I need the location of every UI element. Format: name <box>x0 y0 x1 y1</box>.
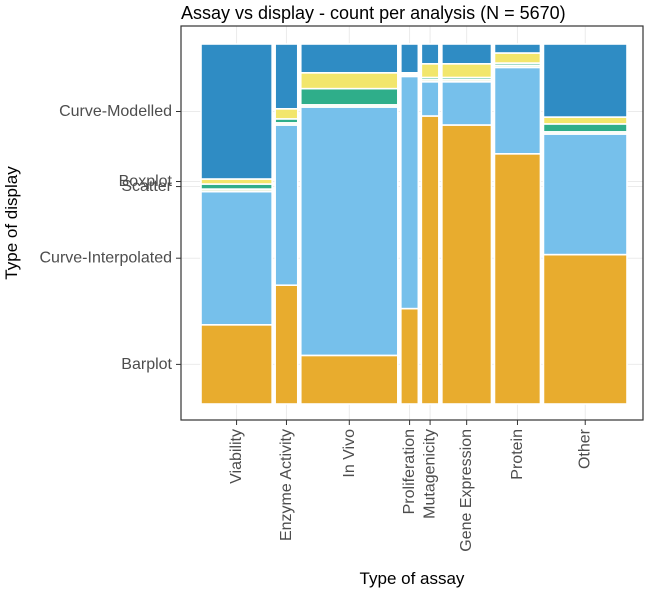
y-tick-label-scatter: Scatter <box>121 178 172 195</box>
tile-gene-expression-barplot <box>441 124 493 405</box>
tile-other-barplot <box>542 253 628 405</box>
tile-mutagenicity-barplot <box>420 115 440 405</box>
tile-enzyme-activity-curve-modelled <box>274 43 299 110</box>
y-tick-label-boxplot: Boxplot <box>119 173 173 190</box>
tile-viability-barplot <box>200 323 273 405</box>
x-axis: Viability Enzyme Activity In Vivo Prolifera… <box>228 420 594 552</box>
tile-gene-expression-curve-modelled <box>441 43 493 65</box>
tile-in-vivo-barplot <box>299 354 399 405</box>
tile-in-vivo-boxplot <box>299 72 399 90</box>
y-tick-label-curve-modelled: Curve-Modelled <box>59 103 172 120</box>
mosaic-tiles <box>200 43 628 405</box>
x-tick-label-gene-expression: Gene Expression <box>458 429 475 552</box>
x-tick-label-mutagenicity: Mutagenicity <box>422 429 439 519</box>
y-tick-label-barplot: Barplot <box>121 356 172 373</box>
tile-mutagenicity-curve-interpolated <box>420 81 440 117</box>
tile-enzyme-activity-barplot <box>274 284 299 405</box>
tile-in-vivo-curve-interpolated <box>299 106 399 357</box>
tile-proliferation-curve-interpolated <box>400 75 420 310</box>
tile-viability-curve-modelled <box>200 43 273 180</box>
x-tick-label-in-vivo: In Vivo <box>341 429 358 478</box>
tile-in-vivo-scatter <box>299 87 399 106</box>
tile-other-curve-modelled <box>542 43 628 118</box>
y-tick-label-curve-interpolated: Curve-Interpolated <box>39 250 172 267</box>
x-tick-label-viability: Viability <box>228 429 245 484</box>
y-axis-title: Type of display <box>2 166 21 280</box>
tile-viability-curve-interpolated <box>200 190 273 326</box>
tile-proliferation-barplot <box>400 307 420 405</box>
tile-other-scatter <box>542 123 628 133</box>
tile-other-curve-interpolated <box>542 133 628 256</box>
tile-enzyme-activity-boxplot <box>274 108 299 120</box>
x-tick-label-proliferation: Proliferation <box>401 429 418 514</box>
x-tick-label-enzyme-activity: Enzyme Activity <box>278 429 295 541</box>
tile-gene-expression-curve-interpolated <box>441 81 493 126</box>
tile-gene-expression-boxplot <box>441 62 493 79</box>
tile-protein-curve-interpolated <box>493 66 542 155</box>
chart-title: Assay vs display - count per analysis (N… <box>181 3 566 23</box>
plot-panel-border <box>180 25 644 421</box>
x-tick-label-protein: Protein <box>509 429 526 480</box>
tile-protein-boxplot <box>493 52 542 64</box>
tile-mutagenicity-boxplot <box>420 62 440 79</box>
tile-protein-barplot <box>493 153 542 405</box>
tile-protein-curve-modelled <box>493 43 542 54</box>
x-axis-title: Type of assay <box>360 569 465 588</box>
x-tick-label-other: Other <box>577 428 594 469</box>
tile-proliferation-curve-modelled <box>400 43 420 74</box>
tile-enzyme-activity-curve-interpolated <box>274 124 299 286</box>
tile-mutagenicity-curve-modelled <box>420 43 440 65</box>
tile-other-boxplot <box>542 116 628 125</box>
tile-in-vivo-curve-modelled <box>299 43 399 74</box>
